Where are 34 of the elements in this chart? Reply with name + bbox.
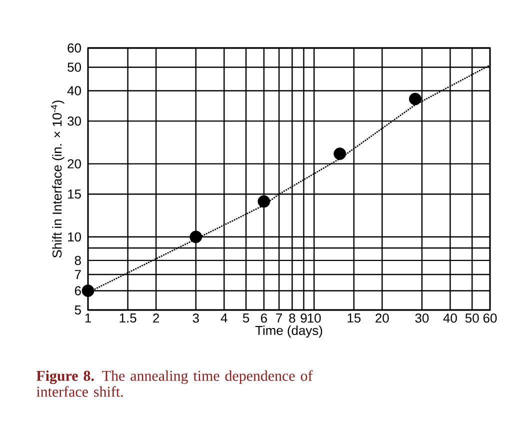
y-tick-label: 5: [74, 305, 81, 315]
x-tick-label: 1.5: [120, 314, 136, 323]
y-tick-label: 30: [68, 116, 81, 126]
y-tick-label: 20: [68, 159, 81, 168]
x-tick-label: 15: [348, 314, 361, 323]
point: [334, 148, 346, 160]
y-tick-label: 8: [74, 256, 81, 266]
y-tick-label: 50: [68, 62, 81, 72]
x-tick-label: 60: [483, 314, 497, 323]
y-tick-label: 15: [68, 190, 81, 199]
point: [258, 195, 270, 208]
x-tick-label: 7: [276, 314, 282, 322]
x-tick-label: 20: [376, 314, 389, 323]
x-tick-label: 8: [289, 314, 296, 323]
y-tick-label: 7: [74, 270, 81, 279]
x-tick-label: 10: [308, 314, 321, 323]
x-tick-label: 4: [220, 314, 228, 322]
x-tick-label: 30: [415, 314, 429, 323]
x-tick-label: 50: [465, 314, 479, 323]
x-tick-label: 40: [443, 314, 457, 323]
x-tick-label: 2: [153, 314, 159, 323]
x-tick-label: 1: [85, 314, 91, 322]
y-tick-label: 6: [74, 286, 81, 296]
x-tick-label: 3: [192, 314, 199, 323]
x-tick-label: 6: [260, 314, 267, 323]
x-axis-title: Time (days): [255, 326, 322, 338]
x-tick-label: 5: [242, 314, 250, 323]
point: [408, 92, 422, 106]
y-tick-label: 60: [68, 43, 81, 53]
y-axis-title: Shift in Interface (in. × 10$^{-4}$): [50, 100, 64, 258]
x-tick-label: 9: [300, 314, 307, 323]
text: Figure 8. The annealing time dependence of interface shift.: [36, 370, 313, 397]
y-tick-label: 10: [68, 232, 81, 242]
y-tick-label: 40: [67, 86, 81, 96]
